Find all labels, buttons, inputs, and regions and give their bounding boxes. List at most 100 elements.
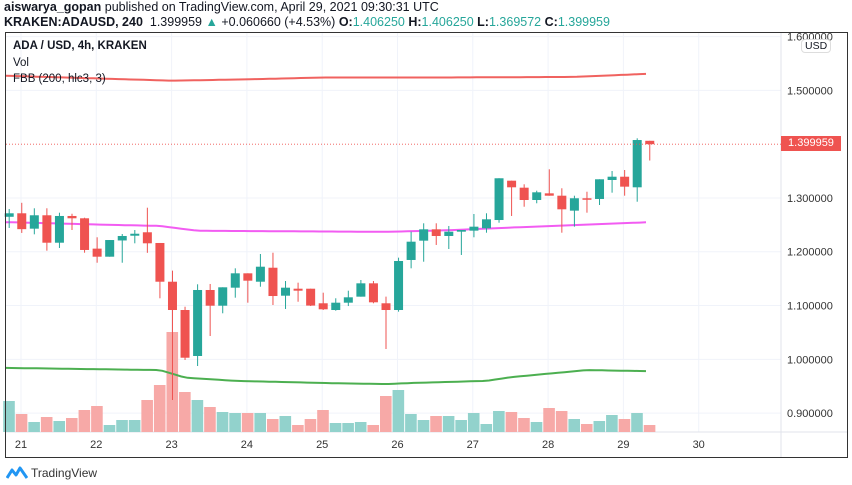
- candle-body: [595, 179, 605, 199]
- candle-body: [544, 193, 554, 196]
- change: +0.060660 (+4.53%): [221, 15, 336, 29]
- price-tick-label: 1.200000: [787, 247, 833, 259]
- price-tick-label: 1.300000: [787, 193, 833, 205]
- time-tick-label: 28: [542, 439, 554, 451]
- symbol-info: KRAKEN:ADAUSD, 240 1.399959 ▲ +0.060660 …: [4, 15, 610, 29]
- legend-vol[interactable]: Vol: [13, 57, 29, 69]
- volume-bar: [442, 416, 455, 432]
- candle-body: [255, 266, 265, 282]
- basis-line: [6, 221, 647, 233]
- last-price-label: 1.399959: [781, 136, 841, 151]
- volume-bar: [28, 422, 40, 432]
- candle: [293, 282, 303, 302]
- candle-body: [557, 195, 567, 210]
- volume-bar: [66, 418, 78, 432]
- high-value: 1.406250: [421, 15, 474, 29]
- author[interactable]: aiswarya_gopan: [4, 0, 102, 14]
- candle-body: [155, 242, 165, 282]
- volume-bar: [3, 401, 15, 432]
- candle-body: [243, 273, 253, 281]
- volume-bar: [405, 414, 417, 432]
- volume-bar: [455, 420, 467, 432]
- time-tick-label: 29: [617, 439, 629, 451]
- candle-body: [381, 303, 391, 311]
- currency-button[interactable]: USD: [801, 39, 832, 53]
- candle-body: [54, 215, 64, 243]
- volume-bar: [91, 406, 103, 432]
- time-tick-label: 21: [15, 439, 27, 451]
- candle: [167, 270, 177, 400]
- volume-bar: [493, 411, 505, 432]
- volume-bar: [229, 413, 241, 432]
- candle-body: [343, 297, 353, 303]
- candle-body: [532, 192, 542, 200]
- candle-body: [42, 215, 52, 243]
- candle: [557, 188, 567, 233]
- candle: [67, 213, 77, 231]
- candle-body: [142, 232, 152, 244]
- candle: [645, 140, 655, 161]
- candle-body: [507, 180, 517, 188]
- close-label: C:: [544, 15, 558, 29]
- candle-body: [318, 303, 328, 310]
- candle-body: [180, 310, 190, 358]
- candle-body: [67, 215, 77, 219]
- volume-bar: [179, 392, 191, 432]
- candle: [130, 230, 140, 244]
- candle: [569, 195, 579, 227]
- candle: [105, 240, 115, 257]
- candle: [4, 208, 14, 228]
- volume-bar: [153, 385, 166, 432]
- candle-body: [117, 235, 127, 241]
- time-tick-label: 24: [241, 439, 253, 451]
- candle: [381, 296, 391, 350]
- candle-body: [469, 226, 479, 231]
- candle-body: [80, 218, 90, 250]
- candle: [343, 290, 353, 307]
- volume-bar: [78, 410, 91, 432]
- candle-body: [306, 288, 316, 306]
- chart-frame: [5, 32, 848, 458]
- candle-body: [17, 213, 27, 230]
- candle: [268, 252, 278, 306]
- candle: [544, 169, 554, 196]
- volume-bar: [128, 420, 141, 432]
- candle: [281, 281, 291, 309]
- volume-bar: [304, 419, 317, 432]
- legend-fbb[interactable]: FBB (200, hlc3, 3): [13, 73, 106, 85]
- candle: [205, 283, 215, 336]
- volume-bar: [480, 424, 493, 432]
- candle-body: [356, 283, 366, 297]
- volume-bar: [216, 412, 229, 432]
- close-value: 1.399959: [557, 15, 610, 29]
- candle: [469, 213, 479, 238]
- brand-name[interactable]: TradingView: [31, 466, 98, 480]
- candle: [620, 169, 630, 196]
- candle-body: [293, 288, 303, 291]
- candle-body: [607, 176, 617, 180]
- candle-body: [620, 176, 630, 187]
- time-tick-label: 25: [316, 439, 328, 451]
- candle-body: [268, 267, 278, 297]
- volume-bar: [392, 390, 405, 432]
- volume-bar: [103, 425, 116, 432]
- volume-bar: [266, 419, 279, 432]
- high-label: H:: [408, 15, 422, 29]
- volume-bar: [417, 420, 430, 432]
- lower-band-line: [5, 366, 647, 385]
- volume-bar: [380, 396, 392, 432]
- volume-bar: [530, 422, 543, 432]
- volume-bar: [568, 419, 580, 432]
- candle-body: [29, 215, 39, 229]
- price-tick-label: 1.500000: [787, 85, 833, 97]
- volume-bar: [367, 425, 380, 432]
- candle: [632, 138, 642, 202]
- candle: [42, 208, 52, 251]
- triangle-up-icon: ▲: [205, 15, 218, 29]
- open-value: 1.406250: [352, 15, 405, 29]
- last-price: 1.399959: [149, 15, 203, 29]
- volume-bar: [593, 421, 606, 432]
- open-label: O:: [338, 15, 353, 29]
- time-tick-label: 30: [693, 439, 705, 451]
